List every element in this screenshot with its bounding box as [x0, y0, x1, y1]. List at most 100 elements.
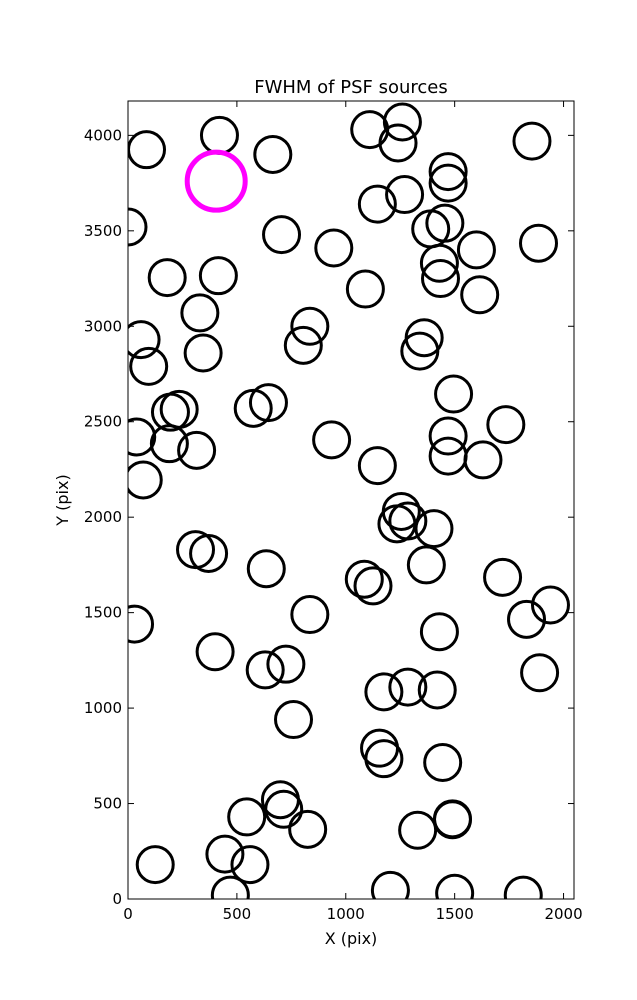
- source-point-58: [128, 604, 155, 644]
- source-point-60: [507, 599, 547, 639]
- source-point-65: [266, 644, 306, 684]
- x-tick-label: 500: [223, 905, 252, 923]
- source-point-62: [419, 612, 459, 652]
- plot-frame: [127, 100, 575, 900]
- source-point-22: [345, 269, 385, 309]
- y-tick-label: 3000: [84, 317, 122, 335]
- source-point-67: [364, 672, 404, 712]
- source-point-87: [503, 875, 543, 899]
- points-layer: [128, 102, 570, 899]
- source-point-28: [129, 346, 169, 386]
- source-point-0: [128, 130, 167, 170]
- source-point-59: [290, 595, 330, 635]
- source-point-15: [425, 203, 465, 243]
- y-tick-label: 4000: [84, 126, 122, 144]
- source-point-4: [378, 123, 418, 163]
- source-point-75: [264, 789, 304, 829]
- source-point-17: [519, 223, 559, 263]
- source-point-83: [135, 845, 175, 885]
- source-point-64: [245, 650, 285, 690]
- source-point-39: [177, 430, 217, 470]
- source-point-12: [262, 215, 302, 255]
- source-point-44: [463, 440, 503, 480]
- x-tick-label: 0: [123, 905, 133, 923]
- source-point-38: [149, 424, 189, 464]
- source-point-45: [357, 446, 397, 486]
- source-point-29: [183, 333, 223, 373]
- source-point-13: [314, 228, 354, 268]
- x-axis-ticks: 0 500 1000 1500 2000: [123, 101, 583, 923]
- y-tick-label: 2500: [84, 413, 122, 431]
- y-tick-label: 3500: [84, 222, 122, 240]
- source-point-33: [248, 383, 288, 423]
- source-point-72: [364, 739, 404, 779]
- source-point-7: [428, 152, 468, 192]
- source-point-70: [274, 700, 314, 740]
- source-point-10: [357, 184, 397, 224]
- source-point-54: [406, 545, 446, 585]
- source-point-46: [128, 460, 163, 500]
- chart-title: FWHM of PSF sources: [254, 77, 448, 98]
- y-tick-label: 1500: [84, 604, 122, 622]
- y-axis-ticks: 0 500 1000 1500 2000 2500 3000 3500 4000: [84, 126, 574, 908]
- source-point-6: [512, 121, 552, 161]
- source-point-78: [398, 810, 438, 850]
- source-point-37: [128, 417, 157, 457]
- source-point-56: [353, 566, 393, 606]
- source-point-11: [128, 207, 148, 247]
- source-point-55: [344, 559, 384, 599]
- source-point-18: [147, 258, 187, 298]
- source-point-84: [210, 875, 250, 899]
- source-point-52: [189, 533, 229, 573]
- source-point-76: [227, 797, 267, 837]
- source-point-27: [128, 320, 161, 360]
- source-point-19: [198, 256, 238, 296]
- source-point-86: [435, 873, 475, 899]
- source-point-81: [205, 834, 245, 874]
- source-point-40: [312, 420, 352, 460]
- source-point-26: [283, 325, 323, 365]
- source-point-2: [253, 134, 293, 174]
- x-tick-label: 2000: [544, 905, 582, 923]
- source-point-25: [290, 306, 330, 346]
- source-point-63: [195, 632, 235, 672]
- source-point-31: [400, 331, 440, 371]
- source-point-36: [150, 392, 190, 432]
- source-point-66: [520, 653, 560, 693]
- source-point-69: [417, 670, 457, 710]
- x-axis-label: X (pix): [325, 929, 378, 948]
- source-point-20: [419, 243, 459, 283]
- source-point-82: [230, 845, 270, 885]
- source-point-16: [456, 230, 496, 270]
- x-tick-label: 1000: [327, 905, 365, 923]
- source-point-85: [370, 870, 410, 899]
- source-point-42: [486, 405, 526, 445]
- y-tick-label: 0: [112, 890, 122, 908]
- source-point-68: [388, 667, 428, 707]
- source-point-50: [414, 509, 454, 549]
- source-point-24: [180, 293, 220, 333]
- y-tick-label: 1000: [84, 699, 122, 717]
- source-point-77: [288, 809, 328, 849]
- source-point-41: [428, 416, 468, 456]
- source-point-61: [530, 585, 570, 625]
- source-point-5: [382, 102, 422, 142]
- source-point-49: [388, 501, 428, 541]
- source-point-21: [421, 259, 461, 299]
- highlight-point: [184, 149, 248, 213]
- y-tick-label: 500: [93, 795, 122, 813]
- source-point-57: [483, 557, 523, 597]
- source-point-9: [385, 175, 425, 215]
- source-point-73: [423, 743, 463, 782]
- source-point-32: [434, 374, 474, 414]
- source-point-23: [460, 275, 500, 315]
- source-point-34: [233, 388, 273, 428]
- source-point-80: [432, 800, 472, 840]
- source-point-53: [246, 549, 286, 589]
- y-axis-label: Y (pix): [53, 474, 72, 526]
- x-tick-label: 1500: [436, 905, 474, 923]
- y-tick-label: 2000: [84, 508, 122, 526]
- source-point-8: [428, 163, 468, 203]
